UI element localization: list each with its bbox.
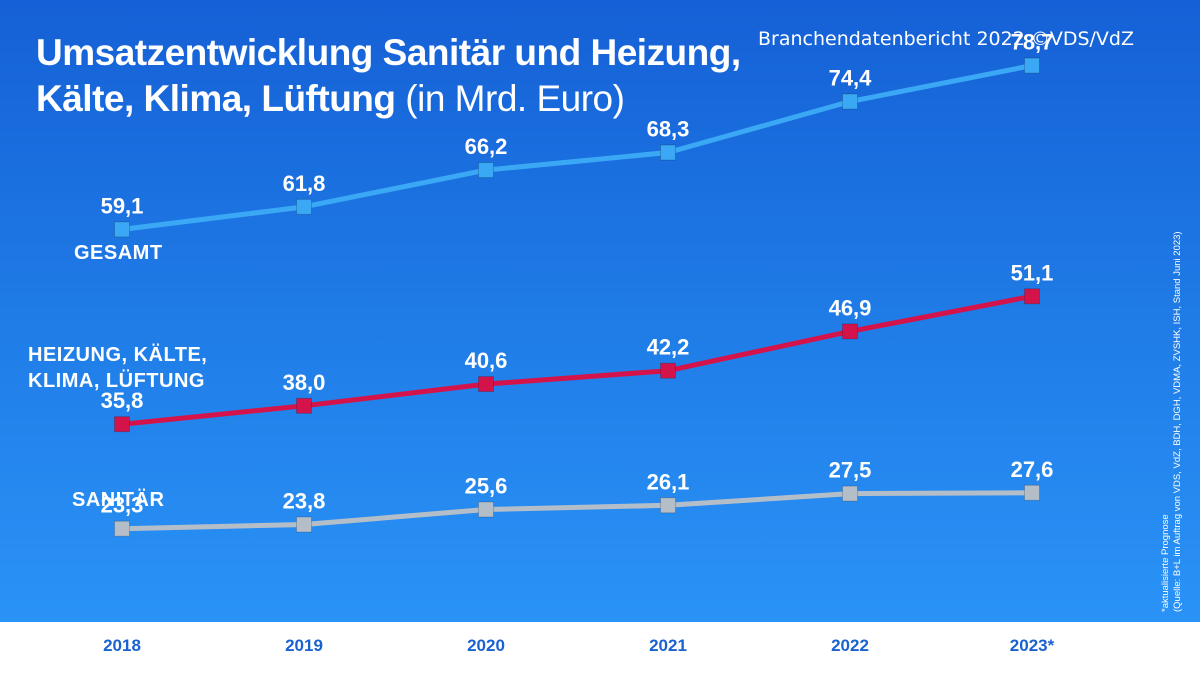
title-line-1: Umsatzentwicklung Sanitär und Heizung, xyxy=(36,32,741,73)
data-point-sanitaer-2019 xyxy=(296,516,312,533)
data-point-gesamt-2023 xyxy=(1024,57,1040,74)
data-label-sanitaer-2021: 26,1 xyxy=(647,469,690,494)
data-point-sanitaer-2021 xyxy=(660,497,676,514)
source-credit: Branchendatenbericht 2022 ©VDS/VdZ xyxy=(757,28,1134,50)
data-point-hkkl-2018 xyxy=(114,416,130,433)
data-point-sanitaer-2018 xyxy=(114,520,130,537)
series-line-sanitaer xyxy=(121,490,1033,532)
x-tick-label-2018: 2018 xyxy=(103,636,141,655)
data-label-sanitaer-2019: 23,8 xyxy=(283,489,326,514)
data-point-hkkl-2021 xyxy=(660,362,676,379)
data-label-gesamt-2021: 68,3 xyxy=(647,117,690,142)
data-point-hkkl-2020 xyxy=(478,376,494,393)
data-label-sanitaer-2023: 27,6 xyxy=(1011,457,1054,482)
data-label-hkkl-2023: 51,1 xyxy=(1011,260,1054,285)
data-point-sanitaer-2020 xyxy=(478,501,494,518)
data-label-gesamt-2022: 74,4 xyxy=(829,66,873,91)
title-unit: (in Mrd. Euro) xyxy=(405,78,625,119)
series-label-hkkl: HEIZUNG, KÄLTE, KLIMA, LÜFTUNG xyxy=(28,342,207,394)
data-label-sanitaer-2020: 25,6 xyxy=(465,473,508,498)
x-tick-label-2019: 2019 xyxy=(285,636,323,655)
data-label-hkkl-2022: 46,9 xyxy=(829,295,872,320)
data-label-hkkl-2018: 35,8 xyxy=(101,388,144,413)
series-label-sanitaer: SANITÄR xyxy=(72,489,165,511)
data-label-sanitaer-2022: 27,5 xyxy=(829,458,872,483)
series-label-hkkl-line-2: KLIMA, LÜFTUNG xyxy=(28,370,205,392)
x-tick-label-2023: 2023* xyxy=(1009,636,1055,655)
data-label-hkkl-2020: 40,6 xyxy=(465,348,508,373)
data-point-gesamt-2021 xyxy=(660,144,676,161)
data-point-gesamt-2019 xyxy=(296,198,312,215)
data-label-hkkl-2019: 38,0 xyxy=(283,370,326,395)
data-point-hkkl-2023 xyxy=(1024,288,1040,305)
data-point-gesamt-2020 xyxy=(478,162,494,179)
x-tick-label-2021: 2021 xyxy=(649,636,687,655)
data-point-hkkl-2022 xyxy=(842,323,858,340)
series-label-gesamt: GESAMT xyxy=(74,242,163,264)
data-label-gesamt-2020: 66,2 xyxy=(465,134,508,159)
x-tick-label-2020: 2020 xyxy=(467,636,505,655)
chart-title: Umsatzentwicklung Sanitär und Heizung, K… xyxy=(36,30,741,122)
title-line-2: Kälte, Klima, Lüftung (in Mrd. Euro) xyxy=(36,76,741,122)
data-label-gesamt-2023: 78,7 xyxy=(1011,30,1054,55)
series-label-hkkl-line-1: HEIZUNG, KÄLTE, xyxy=(28,344,208,366)
data-label-gesamt-2018: 59,1 xyxy=(101,193,144,218)
data-point-gesamt-2022 xyxy=(842,93,858,110)
series-line-hkkl xyxy=(121,293,1033,427)
data-label-hkkl-2021: 42,2 xyxy=(647,335,690,360)
data-point-sanitaer-2022 xyxy=(842,485,858,502)
year-axis-band xyxy=(0,622,1200,675)
data-label-gesamt-2019: 61,8 xyxy=(283,171,326,196)
x-tick-label-2022: 2022 xyxy=(831,636,869,655)
title-line-2-text: Kälte, Klima, Lüftung xyxy=(36,78,396,119)
blue-background xyxy=(0,0,1200,622)
data-point-sanitaer-2023 xyxy=(1024,484,1040,501)
data-point-hkkl-2019 xyxy=(296,397,312,414)
data-label-sanitaer-2018: 23,3 xyxy=(101,493,144,518)
series-line-gesamt xyxy=(121,63,1033,232)
data-point-gesamt-2018 xyxy=(114,221,130,238)
